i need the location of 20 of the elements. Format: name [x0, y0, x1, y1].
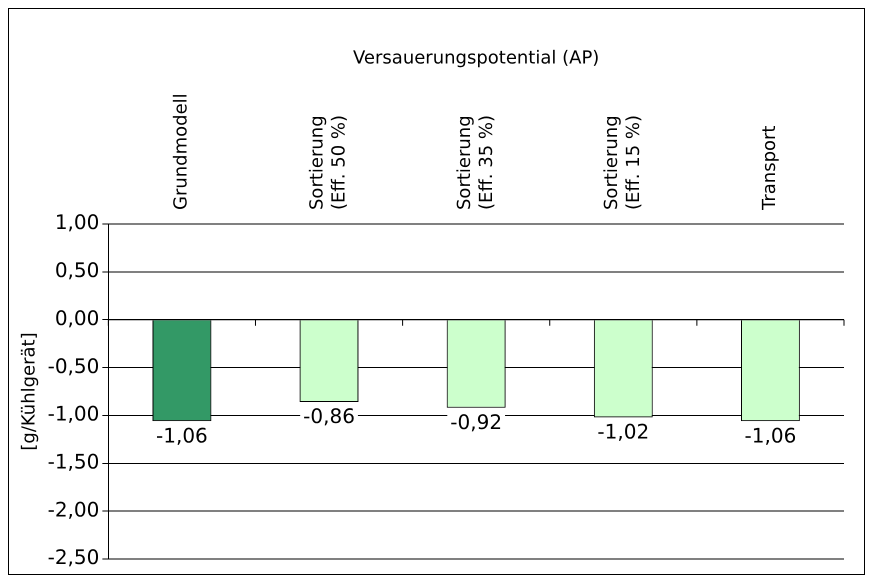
- data-label: -1,06: [156, 423, 208, 448]
- y-axis-title: [g/Kühlgerät]: [18, 332, 40, 451]
- y-tick-label: -2,00: [48, 497, 100, 522]
- chart-title: Versauerungspotential (AP): [353, 48, 600, 69]
- x-tick-label: Sortierung (Eff. 35 %): [454, 115, 497, 210]
- y-tick-label: -2,50: [48, 545, 100, 570]
- y-tick-label: -1,00: [48, 402, 100, 426]
- y-tick-label: 1,00: [54, 210, 100, 234]
- y-tick-label: -0,50: [48, 354, 100, 378]
- x-tick-label: Sortierung (Eff. 50 %): [306, 115, 350, 210]
- x-tick-label: Transport: [759, 126, 780, 211]
- x-tick-label: Grundmodell: [170, 93, 192, 210]
- data-label: -1,06: [744, 423, 796, 448]
- y-tick-label: 0,50: [54, 258, 100, 282]
- data-label: -0,92: [450, 410, 502, 434]
- y-tick-label: 0,00: [54, 306, 100, 330]
- y-tick-label: -1,50: [48, 449, 100, 474]
- data-label: -0,86: [303, 404, 355, 428]
- data-label: -1,02: [597, 420, 650, 444]
- x-tick-label: Sortierung (Eff. 15 %): [600, 115, 644, 210]
